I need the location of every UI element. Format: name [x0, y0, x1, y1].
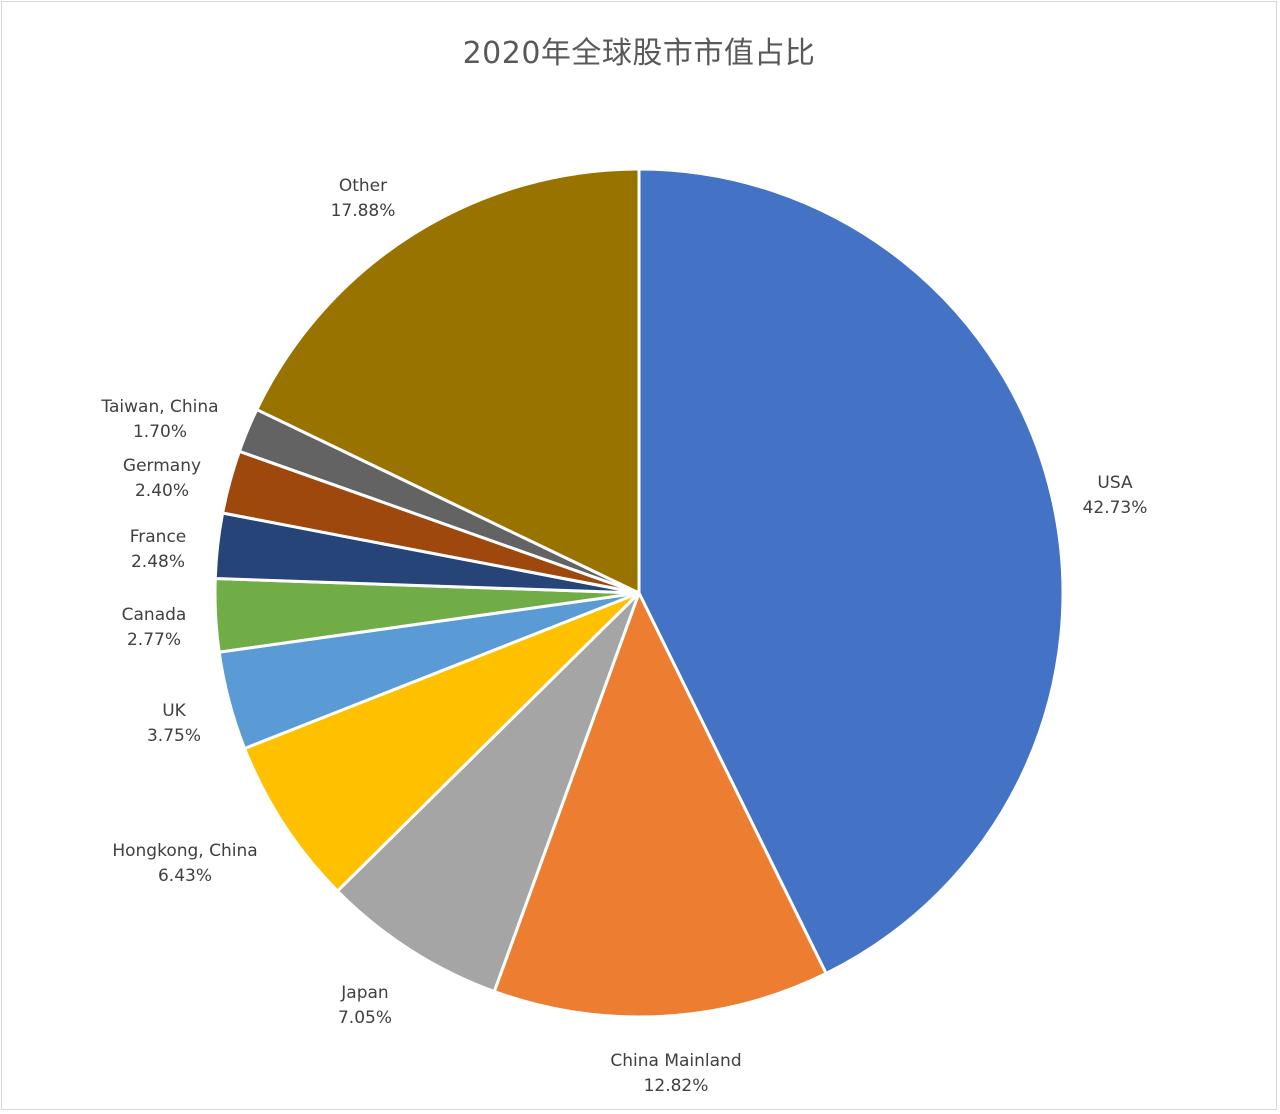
data-label-value: 17.88%: [331, 201, 396, 221]
data-label-value: 7.05%: [338, 1008, 392, 1028]
data-label-name: Germany: [123, 456, 201, 476]
data-label-value: 12.82%: [644, 1076, 709, 1096]
data-label-name: Canada: [122, 605, 187, 625]
data-label-value: 2.48%: [131, 552, 185, 572]
data-label-taiwan-china: Taiwan, China 1.70%: [100, 397, 218, 442]
data-label-value: 2.40%: [135, 481, 189, 501]
data-label-france: France 2.48%: [130, 527, 187, 572]
data-label-value: 1.70%: [133, 422, 187, 442]
data-label-name: Taiwan, China: [100, 397, 218, 417]
pie-slice-japan: [335, 591, 641, 994]
data-label-name: Other: [339, 176, 387, 196]
data-label-name: USA: [1097, 473, 1133, 493]
data-label-canada: Canada 2.77%: [122, 605, 187, 650]
data-label-name: France: [130, 527, 187, 547]
labels-layer: USA 42.73% China Mainland 12.82% Japan 7.05% H…: [100, 176, 1147, 1096]
data-label-japan: Japan 7.05%: [338, 983, 392, 1028]
data-label-value: 2.77%: [127, 630, 181, 650]
data-label-name: Hongkong, China: [112, 841, 257, 861]
data-label-usa: USA 42.73%: [1083, 473, 1148, 518]
data-label-china-mainland: China Mainland 12.82%: [610, 1051, 741, 1096]
data-label-germany: Germany 2.40%: [123, 456, 201, 501]
data-label-other: Other 17.88%: [331, 176, 396, 221]
pie-slice-china-mainland: [492, 591, 828, 1019]
data-label-uk: UK 3.75%: [147, 701, 201, 746]
chart-title: 2020年全球股市市值占比: [462, 36, 816, 71]
pie-slice-hongkong-china: [243, 591, 641, 893]
data-label-name: UK: [162, 701, 186, 721]
data-label-value: 3.75%: [147, 726, 201, 746]
data-label-name: China Mainland: [610, 1051, 741, 1071]
data-label-value: 42.73%: [1083, 498, 1148, 518]
slices-layer: [213, 167, 1065, 1019]
data-label-hongkong-china: Hongkong, China 6.43%: [112, 841, 257, 886]
pie-slice-usa: [637, 167, 1065, 975]
data-label-value: 6.43%: [158, 866, 212, 886]
data-label-name: Japan: [340, 983, 388, 1003]
pie-slice-other: [255, 167, 641, 595]
